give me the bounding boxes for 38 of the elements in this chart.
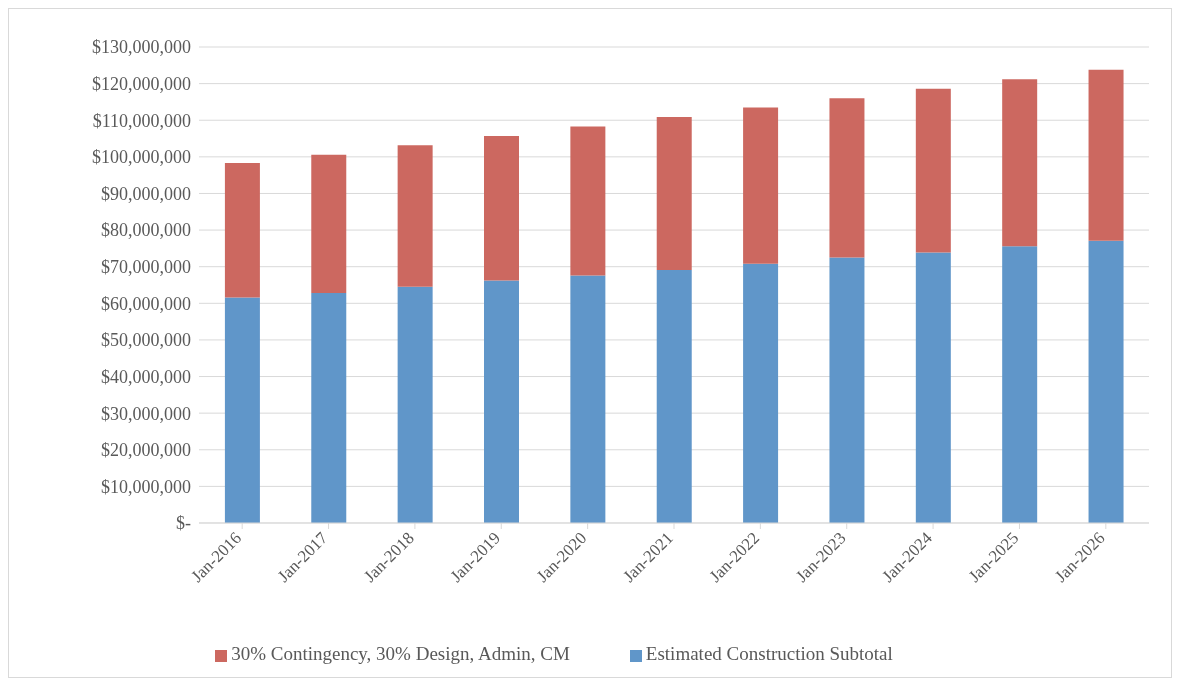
bar [1002,246,1038,523]
bar [656,269,692,523]
y-tick-label: $120,000,000 [92,74,191,95]
y-tick-label: $70,000,000 [101,257,191,278]
y-tick-label: $40,000,000 [101,366,191,387]
bar [224,297,260,523]
bar [1002,79,1038,247]
bar [311,293,347,523]
y-tick-label: $50,000,000 [101,330,191,351]
bar [829,98,865,258]
bar [397,145,433,287]
bar [1088,69,1124,241]
y-tick-label: $90,000,000 [101,183,191,204]
y-tick-label: $60,000,000 [101,293,191,314]
y-tick-label: $- [176,513,191,534]
bar [829,257,865,523]
y-tick-label: $30,000,000 [101,403,191,424]
bar [1088,240,1124,523]
bar [743,107,779,264]
y-tick-label: $130,000,000 [92,37,191,58]
y-tick-label: $100,000,000 [92,147,191,168]
y-tick-label: $20,000,000 [101,440,191,461]
bar [484,135,519,281]
bar [656,116,692,270]
bar [570,275,606,523]
bar [484,280,519,523]
bar [397,286,433,523]
legend-label: 30% Contingency, 30% Design, Admin, CM [231,643,570,664]
bar [311,154,347,294]
bar [224,163,260,298]
y-tick-label: $80,000,000 [101,220,191,241]
y-tick-label: $110,000,000 [92,110,191,131]
legend-label: Estimated Construction Subtotal [645,643,893,664]
y-tick-label: $10,000,000 [101,476,191,497]
bar [570,126,606,276]
bar [915,88,951,253]
bar [743,263,779,523]
bar [915,252,951,523]
